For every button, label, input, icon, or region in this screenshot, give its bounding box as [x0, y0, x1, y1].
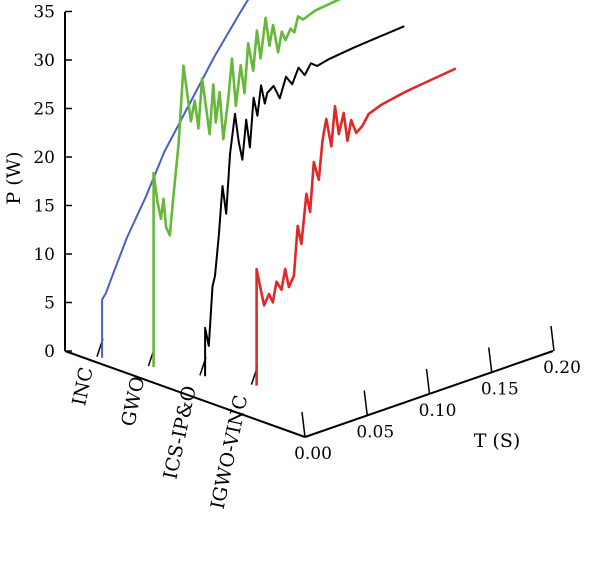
category-label: IGWO-VINC	[207, 393, 253, 511]
category-label: INC	[68, 365, 98, 407]
x-tick-mark	[550, 325, 555, 352]
category-axis-ticks: INC GWO ICS-IP&O IGWO-VINC	[68, 338, 259, 511]
y-axis-ticks: 0 5 10 15 20 25 30 35	[33, 3, 72, 362]
x-tick-mark	[488, 347, 493, 373]
y-tick-label: 5	[44, 294, 55, 314]
series-layer	[101, 0, 457, 386]
y-tick-label: 20	[33, 148, 55, 168]
series-line-gwo	[152, 0, 342, 367]
x-tick-label: 0.10	[419, 401, 457, 421]
y-tick-label: 10	[33, 245, 55, 265]
y-axis-title: P (W)	[3, 151, 25, 204]
category-label: ICS-IP&O	[160, 384, 201, 481]
y-tick-label: 0	[44, 342, 55, 362]
y-tick-label: 30	[33, 51, 55, 71]
x-tick-label: 0.20	[543, 358, 581, 378]
x-tick-label: 0.05	[356, 423, 394, 443]
x-tick-mark	[425, 368, 431, 395]
x-tick-label: 0.15	[481, 380, 519, 400]
x-axis-ticks: 0.00 0.05 0.10 0.15 0.20	[294, 325, 581, 464]
series-line-igwo-vinc	[255, 67, 457, 386]
category-axis-line	[64, 350, 306, 438]
category-label: GWO	[117, 375, 149, 429]
x-axis-title: T (S)	[474, 430, 521, 452]
x-tick-mark	[301, 411, 306, 438]
x-tick-mark	[363, 390, 368, 416]
series-line-ics-ip-o	[204, 25, 405, 377]
series-line-inc	[101, 0, 250, 358]
x-tick-label: 0.00	[294, 444, 332, 464]
y-tick-label: 25	[33, 100, 55, 120]
y-tick-label: 15	[33, 197, 55, 217]
y-tick-label: 35	[33, 3, 55, 23]
chart-axes	[64, 12, 554, 438]
